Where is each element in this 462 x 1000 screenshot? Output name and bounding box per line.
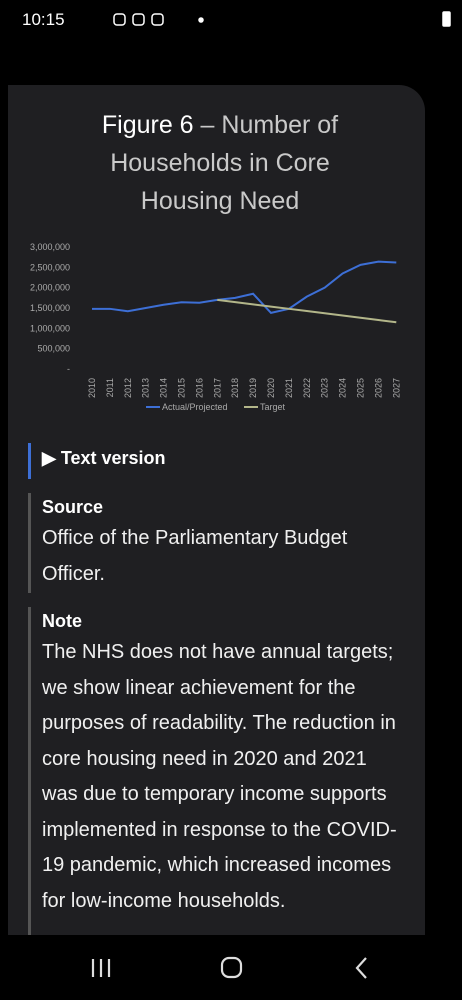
status-icons <box>113 11 451 27</box>
x-tick-label: 2021 <box>284 378 294 398</box>
x-tick-label: 2024 <box>338 378 348 398</box>
x-tick-label: 2019 <box>248 378 258 398</box>
y-tick-label: 1,500,000 <box>30 303 70 313</box>
x-tick-label: 2012 <box>123 378 133 398</box>
y-tick-label: 2,500,000 <box>30 262 70 272</box>
x-tick-label: 2015 <box>177 378 187 398</box>
x-tick-label: 2023 <box>320 378 330 398</box>
y-tick-label: 2,000,000 <box>30 283 70 293</box>
figure-title: Figure 6 – Number of Households in Core … <box>70 106 370 220</box>
legend-label: Actual/Projected <box>162 402 228 412</box>
x-tick-label: 2026 <box>373 378 383 398</box>
x-tick-label: 2011 <box>105 378 115 397</box>
y-tick-label: 500,000 <box>37 344 70 354</box>
data-line <box>92 260 397 314</box>
source-block: Source Office of the Parliamentary Budge… <box>28 493 408 593</box>
summary[interactable]: ▶ Text version <box>42 448 166 468</box>
x-tick-label: 2013 <box>141 378 151 398</box>
y-tick-label: 3,000,000 <box>30 242 70 252</box>
legend-label: Target <box>260 402 286 412</box>
x-tick-label: 2020 <box>266 378 276 398</box>
data-line <box>217 298 397 324</box>
figure-card: Figure 6 – Number of Households in Core … <box>8 85 425 935</box>
source-text: Office of the Parliamentary Budget Offic… <box>42 527 348 585</box>
x-tick-label: 2025 <box>356 378 366 398</box>
note-block: Note The NHS does not have annual target… <box>28 607 408 935</box>
figure-label: Figure 6 <box>101 111 194 139</box>
note-text: The NHS does not have annual targets; we… <box>42 641 397 912</box>
nav-bar[interactable] <box>91 956 367 979</box>
text-version[interactable]: ▶ Text version <box>28 443 408 479</box>
y-tick-label: 1,000,000 <box>30 323 70 333</box>
figure-heading: – Number of Households in Core Housing N… <box>110 111 339 215</box>
x-tick-label: 2016 <box>194 378 204 398</box>
y-tick-label: - <box>67 364 70 374</box>
x-tick-label: 2018 <box>230 378 240 398</box>
x-tick-label: 2022 <box>302 378 312 398</box>
note-heading: Note <box>42 611 82 631</box>
status-time: 10:15 <box>22 10 65 29</box>
source-heading: Source <box>42 497 104 517</box>
x-tick-label: 2027 <box>391 378 401 398</box>
x-tick-label: 2017 <box>212 378 222 398</box>
x-tick-label: 2010 <box>87 378 97 398</box>
x-tick-label: 2014 <box>159 378 169 398</box>
